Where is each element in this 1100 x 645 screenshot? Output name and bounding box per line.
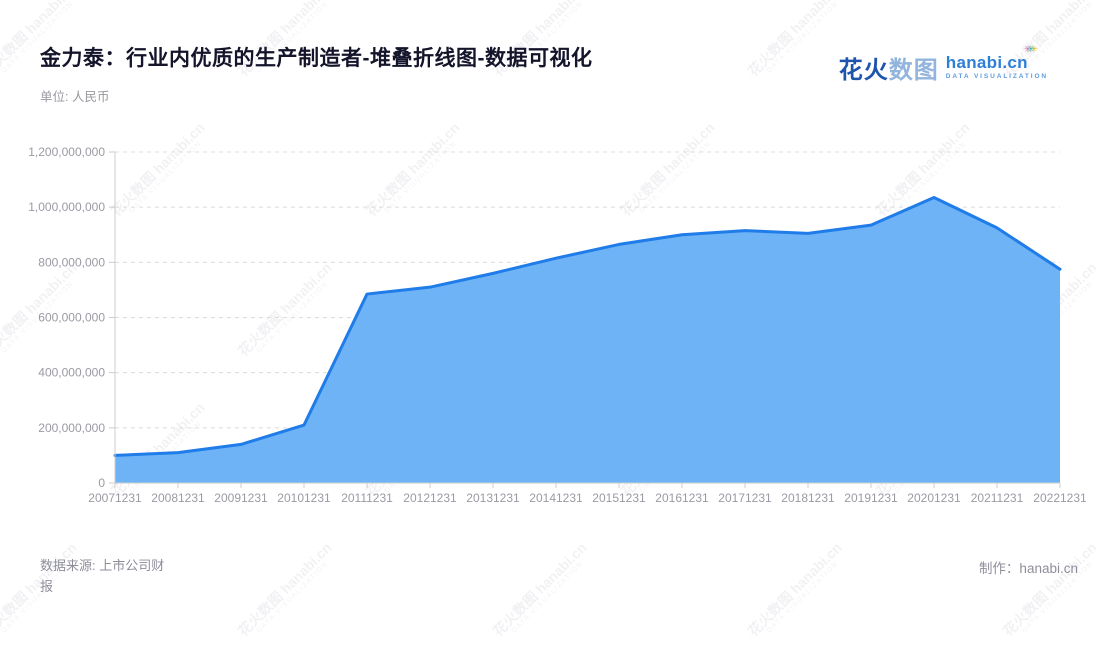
y-tick-label: 600,000,000 [38,311,105,325]
x-tick-label: 20211231 [971,491,1024,505]
x-tick-label: 20221231 [1033,491,1087,505]
logo-cn-light: 数图 [888,57,939,84]
logo-domain-text: hanabi.cn [945,53,1028,73]
x-tick-label: 20181231 [781,491,835,505]
x-tick-label: 20081231 [151,491,205,505]
x-tick-label: 20071231 [88,491,142,505]
page-title: 金力泰：行业内优质的生产制造者-堆叠折线图-数据可视化 [40,47,593,70]
series-line [113,196,1062,457]
brand-logo: 花火数图 hanabi.cn ✳ DATA VISUALIZATION [839,44,1048,85]
logo-tagline: DATA VISUALIZATION [945,73,1048,81]
logo-cn-bold: 花火 [838,57,889,84]
y-tick-label: 400,000,000 [38,366,105,380]
logo-domain: hanabi.cn ✳ [945,44,1048,73]
x-tick-label: 20151231 [592,491,646,505]
y-tick-label: 1,000,000,000 [28,200,105,214]
x-tick-label: 20091231 [214,491,268,505]
area-fill [115,197,1060,483]
sparkle-icon: ✳ [1027,44,1035,55]
unit-label: 单位: 人民币 [40,90,110,104]
y-tick-label: 800,000,000 [38,255,105,269]
stacked-area-chart: 0 200,000,000 400,000,000 600,000,000 800,00… [28,145,1087,505]
footer-credit: 制作：hanabi.cn [978,561,1078,576]
x-tick-label: 20131231 [466,491,520,505]
x-tick-label: 20101231 [277,491,331,505]
footer-source: 数据来源: 上市公司财报 [40,558,165,594]
y-tick-label: 0 [98,476,105,490]
y-tick-label: 1,200,000,000 [28,145,105,159]
y-tick-label: 200,000,000 [38,421,105,435]
x-tick-label: 20141231 [529,491,583,505]
logo-cn-text: 花火数图 [839,50,939,85]
logo-en-block: hanabi.cn ✳ DATA VISUALIZATION [945,44,1048,81]
x-tick-label: 20191231 [844,491,898,505]
x-tick-label: 20121231 [403,491,457,505]
x-tick-label: 20201231 [907,491,961,505]
x-tick-label: 20111231 [341,491,393,505]
x-tick-label: 20161231 [655,491,709,505]
x-tick-label: 20171231 [718,491,772,505]
